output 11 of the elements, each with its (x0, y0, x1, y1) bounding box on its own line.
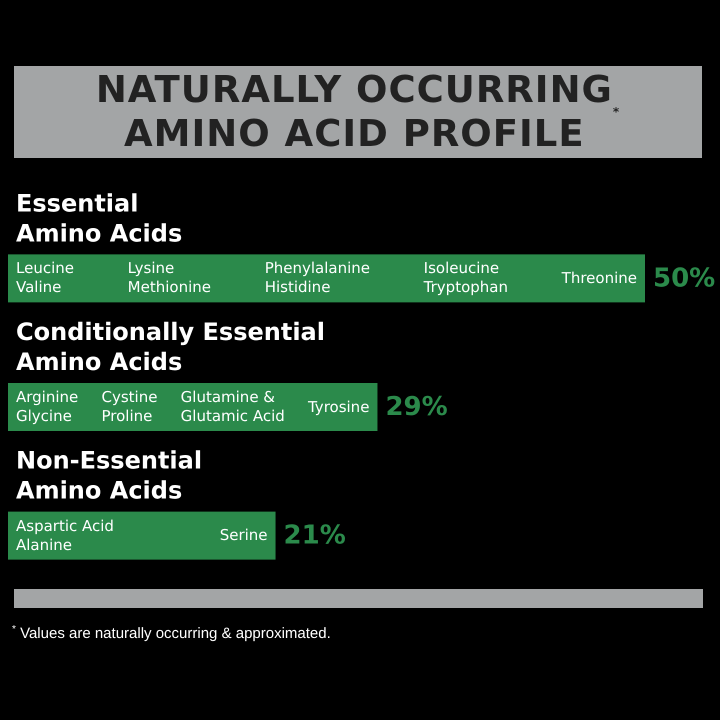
data-label: 21% (284, 520, 346, 551)
chart-title: NATURALLY OCCURRING AMINO ACID PROFILE$^{*}$ (14, 66, 702, 158)
data-label: 50% (653, 263, 716, 294)
text: Arginine Glycine Cystine Proline Glutamine & Glutamic Acid Tyrosine (16, 388, 370, 425)
data-label: 29% (385, 392, 448, 422)
text: Leucine Valine Lysine Methionine Phenylalanine Histidine Isoleucine Tryptophan Threonine (16, 259, 637, 296)
y-tick-label: Essential Amino Acids (16, 189, 182, 248)
text: $^{*}$ Values are naturally occurring & approximated. (12, 624, 331, 642)
y-tick-label: Non-Essential Amino Acids (16, 446, 202, 505)
text: Aspartic Acid Alanine Serine (16, 516, 268, 554)
y-tick-label: Conditionally Essential Amino Acids (16, 318, 325, 376)
